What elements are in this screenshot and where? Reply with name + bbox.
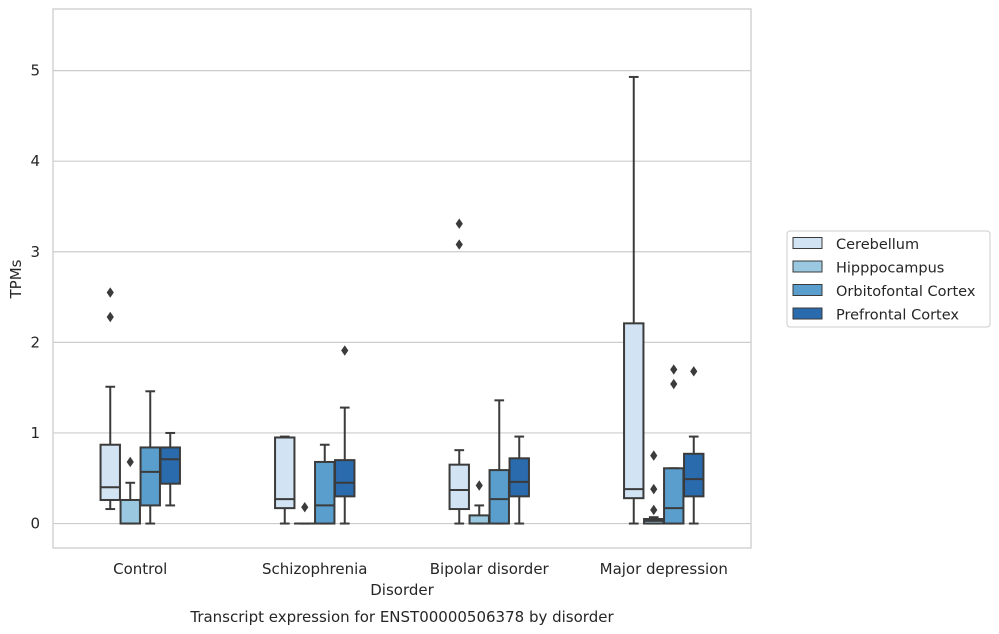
legend: Cerebellum Hipppocampus Orbitofontal Corte… [786,230,991,328]
x-tick-label: Bipolar disorder [430,560,550,578]
x-tick-label: Major depression [600,560,728,578]
box-group [334,345,356,525]
box [119,498,141,525]
y-tick-label: 2 [30,333,40,351]
y-tick-label: 0 [30,515,40,533]
outlier-point [301,502,309,513]
legend-frame [786,230,991,328]
outlier-point [650,450,658,461]
outlier-point [106,287,114,298]
box-group [508,435,530,525]
plot-frame [52,8,752,549]
outlier-point [455,239,463,250]
box [99,443,121,501]
box [314,460,336,525]
legend-label: Prefrontal Cortex [836,308,959,324]
outlier-point [475,480,483,491]
box [334,459,356,498]
box [159,446,181,485]
box-group [663,364,685,525]
box-group [683,366,705,525]
y-tick-label: 1 [30,424,40,442]
legend-label: Hipppocampus [836,261,944,277]
legend-swatch [792,260,823,273]
box-group [448,218,470,525]
legend-swatch [792,237,823,249]
box-group [119,456,141,525]
x-axis-title: Disorder [370,581,434,599]
outlier-point [341,345,349,356]
x-axis-ticks: Control Schizophrenia Bipolar disorder Majo… [113,560,728,578]
legend-label: Orbitofontal Cortex [836,284,976,300]
box [488,469,510,525]
legend-swatch [792,307,823,320]
box [683,452,705,498]
chart-title: Transcript expression for ENST0000050637… [189,608,614,626]
outlier-point [650,504,658,516]
x-tick-label: Schizophrenia [262,560,367,578]
y-tick-label: 4 [30,152,40,170]
outlier-point [670,364,678,375]
box [663,467,685,525]
x-tick-label: Control [113,560,167,578]
outlier-point [650,483,658,495]
box [139,446,161,507]
outlier-point [670,378,678,390]
box [468,514,490,525]
outlier-point [106,311,114,323]
y-tick-label: 5 [30,62,40,80]
legend-swatch [792,284,823,296]
y-tick-label: 3 [30,243,40,261]
box-group [643,450,665,525]
box [274,436,296,510]
box [508,457,530,498]
box-group [159,431,181,507]
box-group [99,287,121,511]
box-group [274,435,296,525]
outlier-point [455,218,463,229]
box-group [623,75,645,525]
y-axis-title: TPMs [7,259,25,299]
box [623,322,645,500]
legend-label: Cerebellum [836,237,919,253]
outlier-point [126,456,134,468]
y-axis-ticks: 0 1 2 3 4 5 [30,62,40,533]
box [448,463,470,511]
box-series [99,75,705,525]
outlier-point [690,366,698,377]
box-group [139,390,161,525]
